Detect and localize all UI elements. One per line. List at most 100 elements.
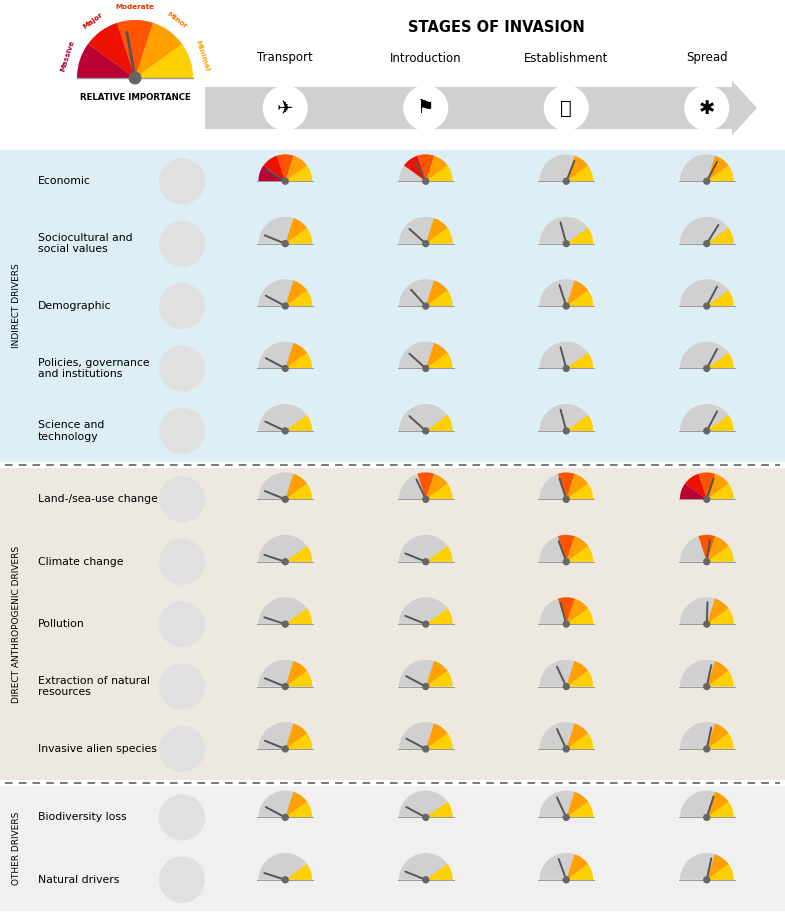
Text: RELATIVE IMPORTANCE: RELATIVE IMPORTANCE [79,93,191,102]
Wedge shape [706,855,728,880]
Text: ✈: ✈ [277,99,294,118]
Wedge shape [706,792,728,817]
Wedge shape [566,546,593,562]
Wedge shape [539,279,593,306]
Circle shape [564,366,569,371]
Circle shape [564,178,569,184]
Wedge shape [399,154,453,181]
Wedge shape [258,404,312,430]
Text: ⚑: ⚑ [417,99,435,118]
Wedge shape [425,484,453,499]
Wedge shape [566,671,593,686]
Text: INDIRECT DRIVERS: INDIRECT DRIVERS [13,263,21,348]
Text: Climate change: Climate change [38,557,123,567]
Wedge shape [539,154,593,181]
Wedge shape [706,546,734,562]
Wedge shape [425,609,453,624]
Circle shape [283,496,288,503]
Circle shape [704,558,710,565]
Circle shape [423,240,429,247]
Circle shape [283,622,288,627]
Wedge shape [425,155,447,181]
Wedge shape [425,228,453,244]
Wedge shape [425,353,453,368]
Circle shape [159,539,204,584]
Circle shape [564,814,569,821]
Circle shape [564,877,569,883]
Wedge shape [680,535,734,562]
Wedge shape [539,404,593,430]
Wedge shape [706,291,734,306]
Circle shape [423,558,429,565]
Wedge shape [680,342,734,368]
Wedge shape [258,597,312,624]
Wedge shape [258,791,312,817]
Text: OTHER DRIVERS: OTHER DRIVERS [13,812,21,886]
Circle shape [283,814,288,821]
Text: Spread: Spread [686,51,728,65]
Circle shape [283,558,288,565]
Circle shape [564,746,569,752]
Text: Land-/sea-use change: Land-/sea-use change [38,494,158,505]
Wedge shape [117,20,153,78]
Text: ✱: ✱ [699,99,715,118]
Wedge shape [558,597,575,624]
Wedge shape [685,473,706,499]
Circle shape [423,814,429,821]
Circle shape [283,366,288,371]
Text: Natural drivers: Natural drivers [38,875,119,885]
Circle shape [704,303,710,309]
Bar [0,786,785,911]
Circle shape [564,558,569,565]
Wedge shape [418,154,434,181]
Wedge shape [566,855,588,880]
Wedge shape [539,342,593,368]
Circle shape [283,746,288,752]
Wedge shape [285,343,307,368]
Circle shape [283,303,288,309]
Circle shape [159,409,204,453]
Wedge shape [680,279,734,306]
Wedge shape [258,217,312,244]
Wedge shape [566,599,588,624]
Bar [0,468,785,781]
Wedge shape [399,660,453,686]
Wedge shape [399,473,453,499]
Wedge shape [425,724,447,749]
Wedge shape [566,724,588,749]
Text: DIRECT ANTHROPOGENIC DRIVERS: DIRECT ANTHROPOGENIC DRIVERS [13,546,21,703]
Wedge shape [539,722,593,749]
Text: Massive: Massive [60,39,75,72]
Circle shape [159,857,204,902]
Circle shape [564,496,569,503]
Wedge shape [566,291,593,306]
Wedge shape [285,415,312,430]
Circle shape [704,814,710,821]
Wedge shape [258,722,312,749]
Text: Biodiversity loss: Biodiversity loss [38,813,126,823]
Wedge shape [706,864,734,880]
Wedge shape [399,722,453,749]
Wedge shape [285,165,312,181]
Wedge shape [285,353,312,368]
Circle shape [423,877,429,883]
Wedge shape [285,281,307,306]
Circle shape [704,746,710,752]
Wedge shape [680,217,734,244]
Wedge shape [285,484,312,499]
Wedge shape [425,165,453,181]
Circle shape [564,428,569,434]
Circle shape [159,601,204,646]
Wedge shape [680,791,734,817]
Circle shape [704,622,710,627]
Circle shape [283,240,288,247]
Wedge shape [566,484,593,499]
Wedge shape [680,404,734,430]
Wedge shape [425,281,447,306]
Text: STAGES OF INVASION: STAGES OF INVASION [407,20,584,36]
Circle shape [423,178,429,184]
Circle shape [704,496,710,503]
Wedge shape [680,660,734,686]
Wedge shape [539,473,593,499]
Wedge shape [539,597,593,624]
